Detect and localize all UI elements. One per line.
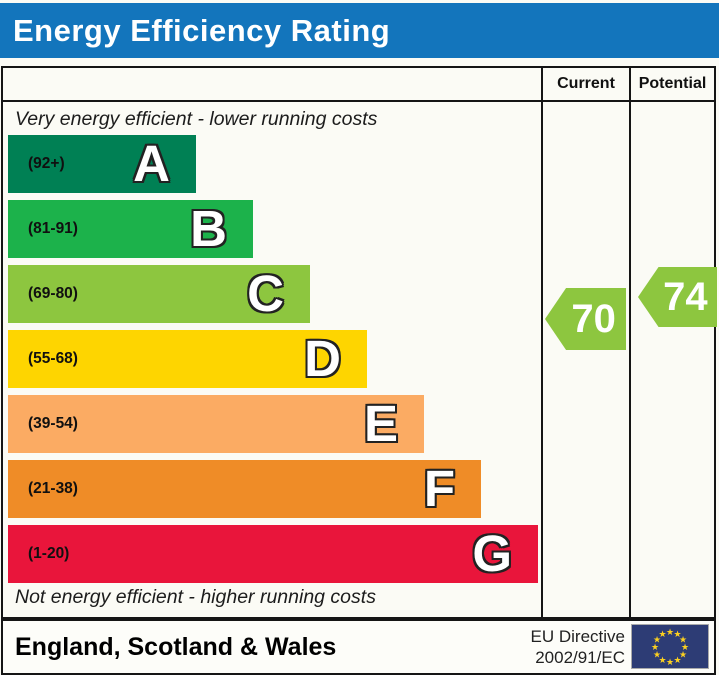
band-d: (55-68) D	[8, 330, 367, 388]
eu-star-icon: ★	[658, 628, 667, 639]
band-e-range: (39-54)	[28, 415, 78, 432]
band-c: (69-80) C	[8, 265, 310, 323]
band-a-letter: A	[133, 135, 170, 192]
eu-star-icon: ★	[652, 634, 662, 644]
band-g-range: (1-20)	[28, 545, 70, 562]
band-b: (81-91) B	[8, 200, 253, 258]
band-e-letter: E	[363, 395, 398, 452]
band-d-letter: D	[304, 330, 341, 387]
eu-directive-line1: EU Directive	[530, 627, 625, 646]
region-label: England, Scotland & Wales	[15, 633, 337, 661]
eu-flag-icon: ★ ★ ★ ★ ★ ★ ★ ★ ★ ★ ★ ★	[631, 624, 709, 669]
eu-star-icon: ★	[678, 649, 688, 659]
eu-star-icon: ★	[665, 626, 675, 637]
eu-star-icon: ★	[650, 641, 660, 652]
eu-star-icon: ★	[673, 628, 682, 639]
band-a-range: (92+)	[28, 155, 65, 172]
column-header-potential: Potential	[638, 75, 707, 92]
band-d-range: (55-68)	[28, 350, 78, 367]
band-b-range: (81-91)	[28, 220, 78, 237]
band-f: (21-38) F	[8, 460, 481, 518]
current-column-divider	[541, 68, 543, 617]
eu-star-icon: ★	[658, 654, 667, 665]
footer: England, Scotland & Wales EU Directive 2…	[1, 619, 716, 675]
band-b-letter: B	[190, 200, 227, 257]
band-f-range: (21-38)	[28, 480, 78, 497]
current-rating-value: 70	[571, 296, 616, 341]
top-caption: Very energy efficient - lower running co…	[15, 108, 378, 130]
eu-star-icon: ★	[680, 641, 690, 652]
column-header-current: Current	[557, 75, 615, 92]
eu-directive-label: EU Directive 2002/91/EC	[531, 626, 625, 668]
eu-star-icon: ★	[665, 656, 675, 667]
eu-star-icon: ★	[652, 649, 662, 659]
table-header-row: Current Potential	[3, 68, 714, 102]
rating-table: Current Potential Very energy efficient …	[1, 66, 717, 619]
eu-directive-line2: 2002/91/EC	[535, 648, 625, 667]
potential-column-divider	[629, 68, 631, 617]
page-title: Energy Efficiency Rating	[13, 12, 391, 48]
band-a: (92+) A	[8, 135, 196, 193]
eu-star-icon: ★	[678, 634, 688, 644]
band-g-letter: G	[472, 525, 512, 582]
eu-star-icon: ★	[673, 654, 682, 665]
band-f-letter: F	[423, 460, 455, 517]
bottom-caption: Not energy efficient - higher running co…	[15, 586, 376, 608]
current-rating-arrow: 70	[545, 288, 626, 350]
band-c-letter: C	[247, 265, 284, 322]
band-e: (39-54) E	[8, 395, 424, 453]
potential-rating-arrow: 74	[638, 267, 717, 327]
title-bar: Energy Efficiency Rating	[0, 3, 719, 58]
band-c-range: (69-80)	[28, 285, 78, 302]
band-g: (1-20) G	[8, 525, 538, 583]
potential-rating-value: 74	[663, 274, 708, 319]
